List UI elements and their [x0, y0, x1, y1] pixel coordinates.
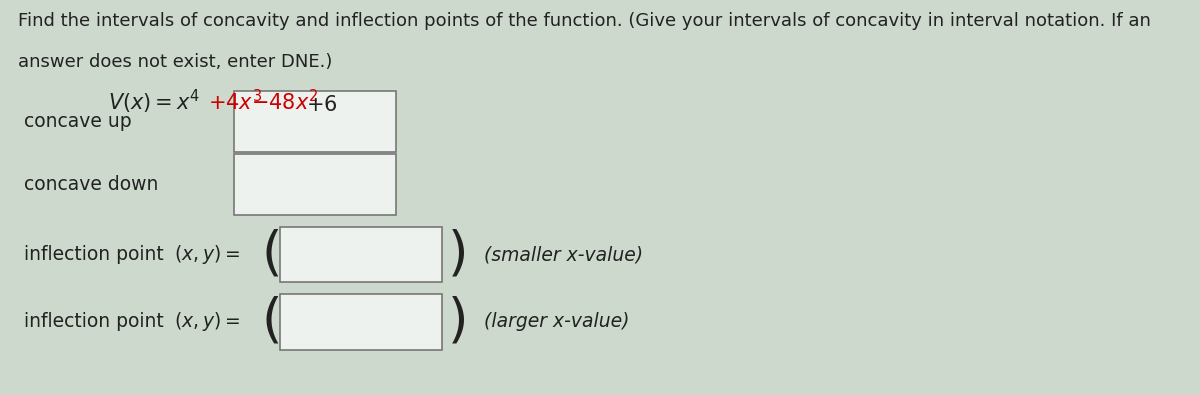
Text: concave down: concave down [24, 175, 158, 194]
Text: inflection point: inflection point [24, 245, 163, 264]
Text: (smaller x-value): (smaller x-value) [484, 245, 643, 264]
Text: ): ) [448, 296, 468, 348]
Text: $(x, y) =$: $(x, y) =$ [174, 243, 240, 266]
Text: $V(x) = x^4$: $V(x) = x^4$ [108, 88, 200, 117]
Text: (larger x-value): (larger x-value) [484, 312, 629, 331]
Text: ): ) [448, 229, 468, 281]
Text: $ + 6$: $ + 6$ [306, 94, 337, 115]
Text: $ + 4x^3$: $ + 4x^3$ [208, 89, 262, 115]
Text: concave up: concave up [24, 112, 132, 131]
Text: $ - 48x^2$: $ - 48x^2$ [251, 89, 318, 115]
Text: answer does not exist, enter DNE.): answer does not exist, enter DNE.) [18, 53, 332, 71]
Text: $(x, y) =$: $(x, y) =$ [174, 310, 240, 333]
Text: (: ( [262, 296, 282, 348]
Text: Find the intervals of concavity and inflection points of the function. (Give you: Find the intervals of concavity and infl… [18, 12, 1151, 30]
Text: (: ( [262, 229, 282, 281]
Text: inflection point: inflection point [24, 312, 163, 331]
